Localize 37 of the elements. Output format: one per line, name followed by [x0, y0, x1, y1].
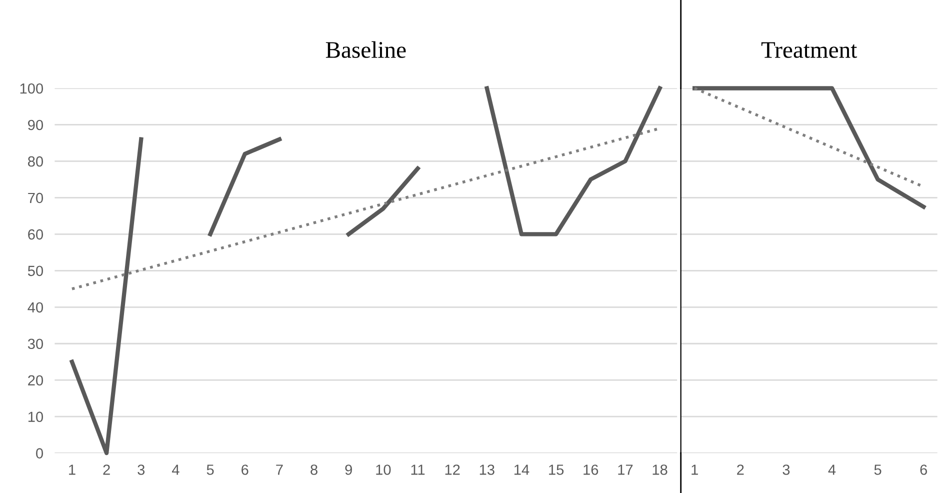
x-tick-label: 1 [692, 464, 698, 475]
x-tick-label: 8 [310, 464, 318, 475]
x-tick-label: 7 [276, 464, 283, 475]
x-tick-label: 3 [782, 464, 790, 475]
x-tick-label: 6 [242, 464, 248, 475]
x-tick-label: 15 [549, 464, 564, 475]
x-tick-label: 11 [411, 464, 425, 475]
x-tick-label: 5 [206, 464, 214, 475]
y-tick-label: 30 [28, 338, 44, 350]
y-tick-label: 0 [36, 448, 44, 458]
x-tick-label: 12 [445, 464, 460, 475]
x-tick-label: 2 [103, 464, 110, 475]
x-tick-label: 1 [69, 464, 76, 475]
x-tick-label: 6 [920, 464, 928, 475]
x-tick-label: 3 [138, 464, 145, 475]
x-tick-label: 14 [514, 464, 530, 475]
x-tick-label: 4 [172, 464, 180, 475]
x-tick-label: 18 [652, 464, 668, 475]
y-tick-label: 100 [20, 83, 44, 94]
y-tick-label: 40 [28, 302, 44, 313]
y-tick-label: 80 [28, 156, 44, 167]
x-tick-label: 4 [828, 464, 836, 475]
x-tick-label: 10 [376, 464, 391, 475]
x-tick-label: 2 [737, 464, 744, 475]
x-tick-label: 17 [618, 464, 633, 475]
x-tick-label: 16 [584, 464, 598, 475]
y-tick-label: 60 [28, 229, 44, 240]
y-tick-label: 50 [28, 266, 44, 276]
y-tick-label: 90 [28, 120, 44, 130]
x-tick-label: 9 [345, 464, 352, 475]
x-tick-label: 5 [874, 464, 882, 475]
chart-title: Baseline [326, 41, 406, 58]
y-tick-label: 20 [28, 375, 44, 386]
x-tick-label: 13 [480, 464, 494, 475]
chart-title: Treatment [761, 42, 858, 58]
y-tick-label: 10 [28, 412, 44, 422]
y-tick-label: 70 [28, 192, 44, 204]
